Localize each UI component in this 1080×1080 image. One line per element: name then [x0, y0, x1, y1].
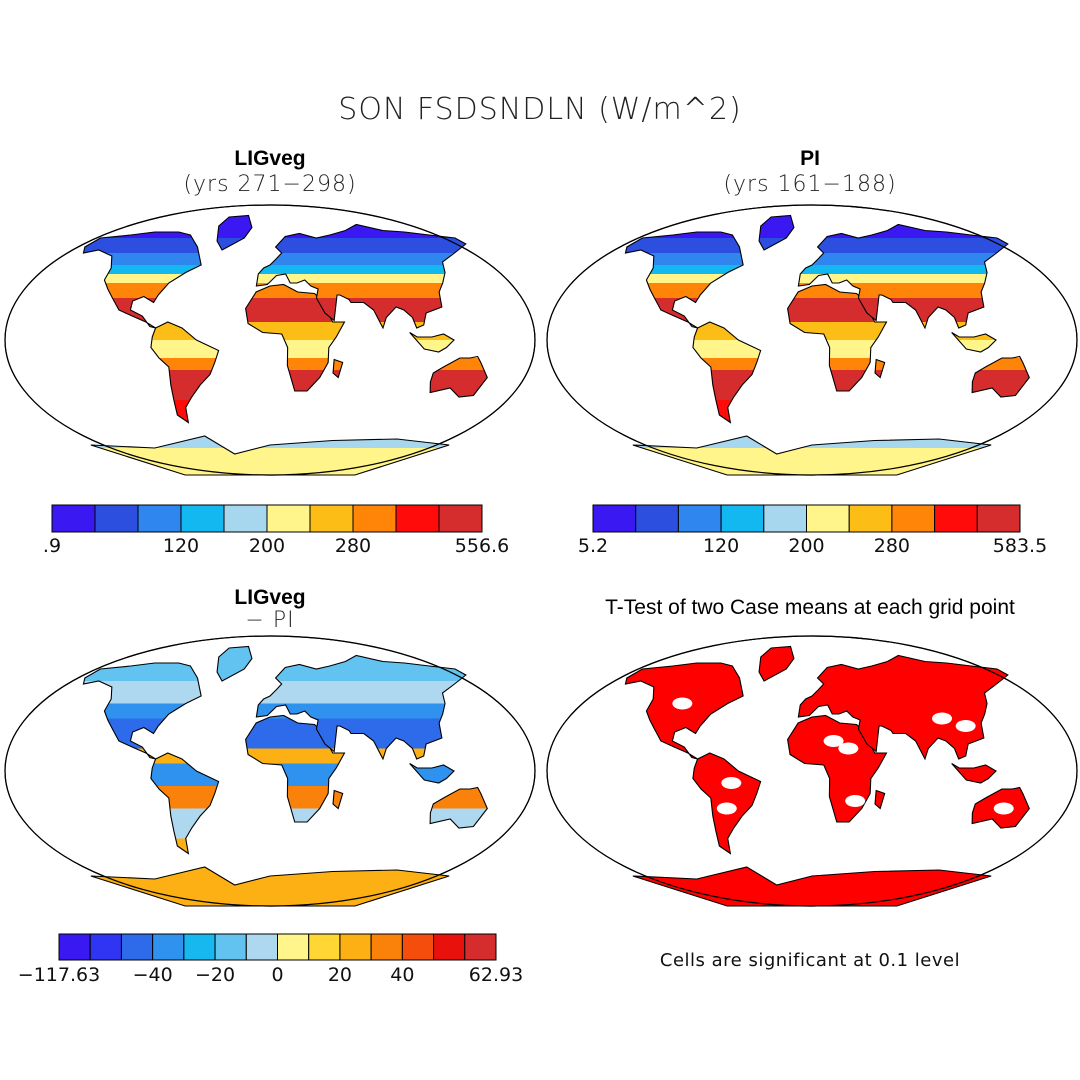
nonsignificant-cell — [838, 742, 859, 755]
colorbar-swatch — [401, 933, 435, 961]
colorbar-diff-labels: −117.63 −40 −20 0 20 40 62.93 — [18, 964, 523, 988]
panel-ligveg-title: LIGveg — [234, 147, 306, 170]
colorbar-swatch — [137, 504, 182, 533]
colorbar-swatch — [592, 504, 637, 533]
colorbar-ligveg-labels: .9 120 200 280 556.6 — [43, 535, 509, 559]
colorbar-tick-label: 556.6 — [454, 535, 510, 557]
colorbar-swatch — [308, 933, 341, 961]
colorbar-tick-label: −40 — [132, 964, 173, 986]
panel-ttest-title: T-Test of two Case means at each grid po… — [605, 596, 1015, 619]
colorbar-tick-label: 62.93 — [468, 964, 524, 986]
panel-diff-subtitle: − PI — [245, 608, 295, 633]
colorbar-tick-label: −20 — [195, 964, 236, 986]
significance-note: Cells are significant at 0.1 level — [659, 950, 961, 971]
colorbar-tick-label: 200 — [788, 535, 825, 557]
colorbar-swatch — [339, 933, 372, 961]
colorbar-swatch — [763, 504, 808, 533]
colorbar-swatch — [976, 504, 1021, 533]
colorbar-swatch — [677, 504, 722, 533]
colorbar-swatch — [58, 933, 91, 961]
colorbar-tick-label: 200 — [248, 535, 286, 557]
nonsignificant-cell — [955, 720, 976, 732]
colorbar-swatch — [309, 504, 354, 533]
colorbar-swatch — [277, 933, 310, 961]
colorbar-tick-label: 120 — [702, 535, 740, 557]
colorbar-tick-label: 583.5 — [992, 535, 1048, 557]
continent-madagascar — [874, 358, 886, 379]
colorbar-swatch — [214, 933, 247, 961]
colorbar-tick-label: 120 — [162, 535, 200, 557]
colorbar-tick-label: 5.2 — [577, 535, 609, 557]
colorbar-tick-label: 40 — [390, 964, 415, 986]
colorbar-tick-label: 0 — [271, 964, 284, 986]
colorbar-swatch — [266, 504, 311, 533]
nonsignificant-cell — [932, 712, 953, 725]
colorbar-tick-label: −117.63 — [17, 964, 101, 986]
colorbar-swatch — [89, 933, 122, 961]
colorbar-swatch — [806, 504, 850, 533]
colorbar-swatch — [433, 933, 466, 961]
colorbar-diff — [58, 933, 497, 961]
colorbar-pi — [592, 504, 1021, 533]
colorbar-ligveg — [51, 504, 483, 533]
figure-title: SON FSDSNDLN (W/m^2) — [338, 92, 742, 127]
panel-diff-title: LIGveg — [234, 586, 306, 609]
panel-pi-subtitle: (yrs 161−188) — [723, 172, 897, 197]
colorbar-swatch — [395, 504, 440, 533]
colorbar-swatch — [180, 504, 225, 533]
continent-madagascar — [332, 358, 344, 379]
panel-pi-title: PI — [800, 147, 820, 170]
colorbar-swatch — [223, 504, 268, 533]
colorbar-swatch — [152, 933, 185, 961]
colorbar-tick-label: 20 — [327, 964, 353, 986]
nonsignificant-cell — [721, 777, 742, 789]
colorbar-swatch — [464, 933, 497, 961]
colorbar-swatch — [891, 504, 936, 533]
colorbar-swatch — [635, 504, 679, 533]
nonsignificant-cell — [845, 795, 866, 807]
colorbar-swatch — [438, 504, 483, 533]
nonsignificant-cell — [823, 735, 844, 747]
colorbar-swatch — [352, 504, 397, 533]
colorbar-swatch — [51, 504, 96, 533]
continent-madagascar — [332, 789, 344, 810]
colorbar-swatch — [120, 933, 154, 961]
colorbar-tick-label: 280 — [873, 535, 911, 557]
nonsignificant-cell — [716, 802, 737, 815]
continent-madagascar — [874, 789, 886, 810]
colorbar-swatch — [848, 504, 893, 533]
colorbar-swatch — [183, 933, 216, 961]
panel-ligveg-subtitle: (yrs 271−298) — [183, 172, 357, 197]
colorbar-swatch — [934, 504, 978, 533]
colorbar-pi-labels: 5.2 120 200 280 583.5 — [578, 535, 1047, 559]
colorbar-swatch — [245, 933, 279, 961]
colorbar-tick-label: .9 — [42, 535, 62, 557]
nonsignificant-cell — [672, 697, 693, 710]
colorbar-swatch — [720, 504, 765, 533]
colorbar-swatch — [370, 933, 403, 961]
nonsignificant-cell — [993, 802, 1014, 815]
colorbar-tick-label: 280 — [334, 535, 372, 557]
colorbar-swatch — [94, 504, 139, 533]
